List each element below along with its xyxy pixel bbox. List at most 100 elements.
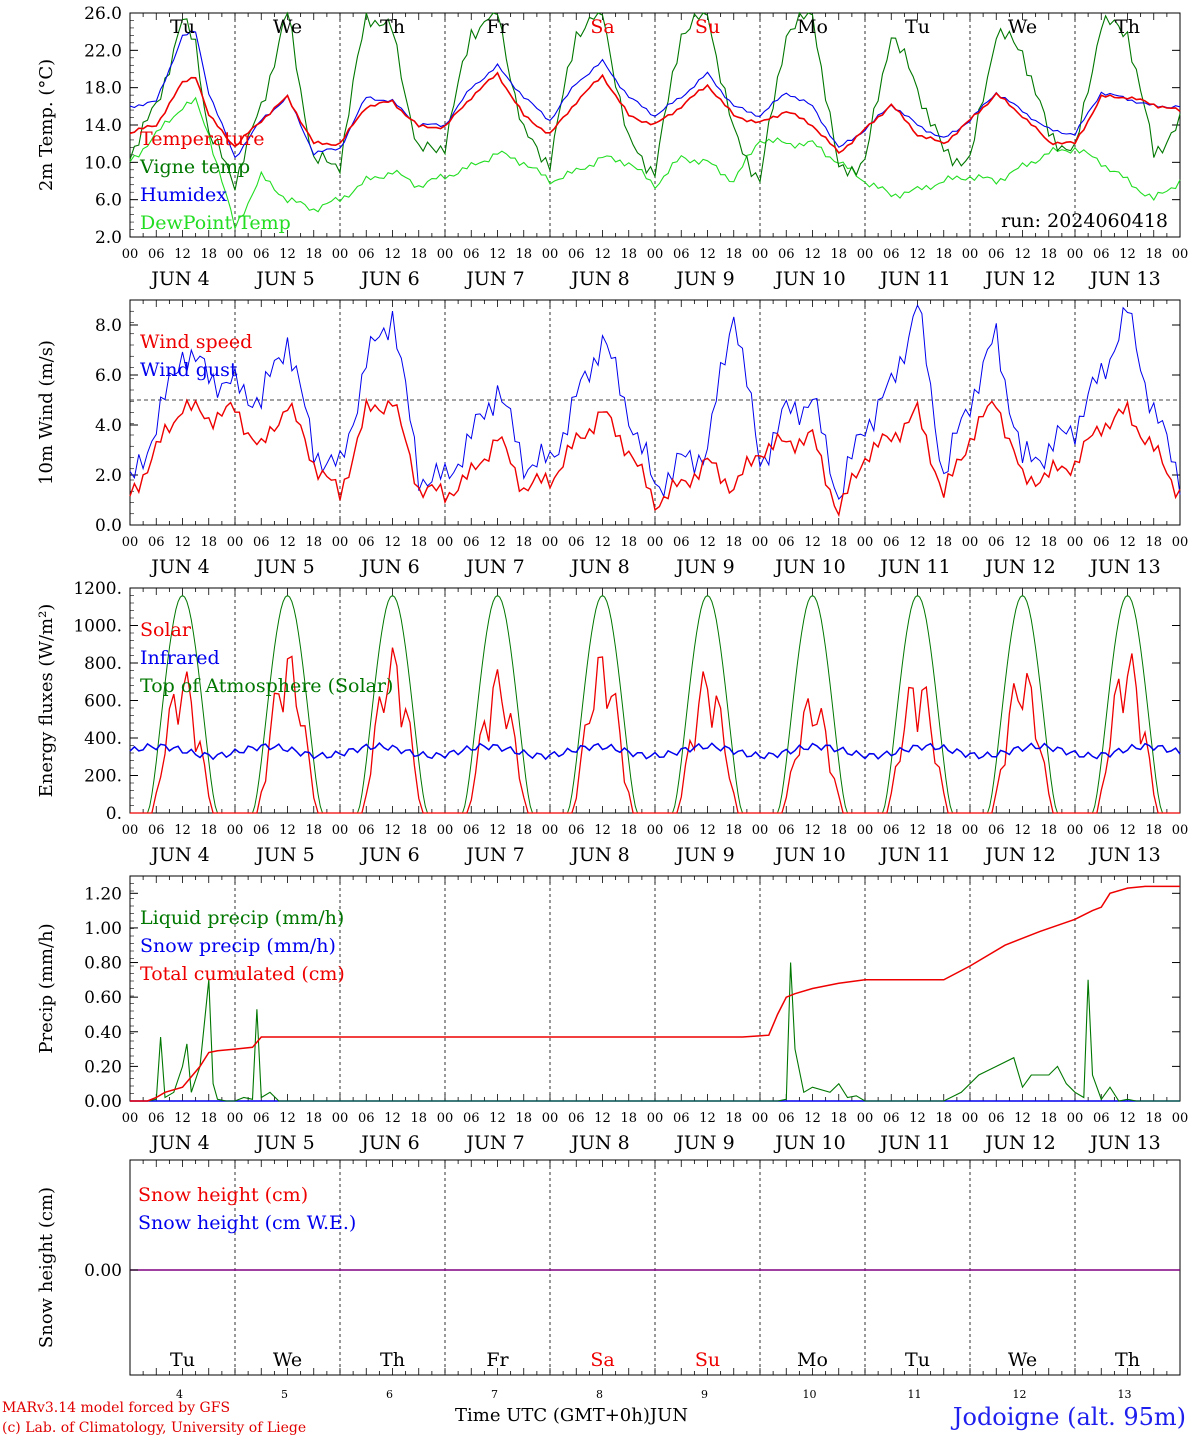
y-tick-label: 8.0: [95, 316, 122, 336]
run-label: run: 2024060418: [1001, 210, 1168, 232]
hour-tick-label: 12: [489, 1111, 506, 1126]
hour-tick-label: 12: [489, 247, 506, 262]
hour-tick-label: 12: [384, 247, 401, 262]
date-label: JUN 10: [773, 1132, 845, 1154]
hour-tick-label: 06: [253, 1111, 270, 1126]
hour-tick-label: 18: [1040, 823, 1057, 838]
hour-tick-label: 00: [857, 1111, 874, 1126]
weekday-label: Fr: [486, 16, 509, 38]
y-tick-label: 1.20: [84, 884, 122, 904]
date-label: JUN 7: [464, 556, 524, 578]
y-axis-label: 10m Wind (m/s): [36, 340, 57, 485]
hour-tick-label: 00: [1067, 1111, 1084, 1126]
date-label: JUN 6: [359, 844, 419, 866]
hour-tick-label: 06: [463, 823, 480, 838]
hour-tick-label: 12: [909, 247, 926, 262]
hour-tick-label: 12: [909, 535, 926, 550]
weekday-label: We: [273, 16, 302, 38]
legend-snow-precip-mm-h-: Snow precip (mm/h): [140, 935, 336, 957]
hour-tick-label: 06: [463, 1111, 480, 1126]
hour-tick-label: 06: [148, 535, 165, 550]
hour-tick-label: 12: [699, 823, 716, 838]
hour-tick-label: 00: [647, 823, 664, 838]
hour-tick-label: 00: [962, 535, 979, 550]
y-tick-label: 4.0: [95, 416, 122, 436]
hour-tick-label: 06: [988, 1111, 1005, 1126]
date-label: JUN 8: [569, 1132, 629, 1154]
hour-tick-label: 06: [358, 823, 375, 838]
hour-tick-label: 06: [778, 535, 795, 550]
legend-wind-gust: Wind gust: [140, 359, 238, 381]
date-label: JUN 13: [1088, 1132, 1160, 1154]
hour-tick-label: 06: [568, 1111, 585, 1126]
hour-tick-label: 18: [620, 1111, 637, 1126]
hour-tick-label: 18: [935, 535, 952, 550]
hour-tick-label: 18: [200, 823, 217, 838]
y-tick-label: 2.0: [95, 466, 122, 486]
hour-tick-label: 00: [962, 247, 979, 262]
date-label: JUN 6: [359, 1132, 419, 1154]
date-label: JUN 10: [773, 556, 845, 578]
y-tick-label: 18.0: [84, 79, 122, 99]
date-label: JUN 8: [569, 556, 629, 578]
hour-tick-label: 00: [1172, 823, 1189, 838]
date-label: JUN 7: [464, 1132, 524, 1154]
weekday-label: Tu: [905, 16, 930, 38]
hour-tick-label: 06: [673, 535, 690, 550]
y-tick-label: 800.: [84, 654, 122, 674]
hour-tick-label: 06: [1093, 247, 1110, 262]
date-label: JUN 5: [254, 1132, 314, 1154]
y-tick-label: 0.0: [95, 516, 122, 536]
hour-tick-label: 06: [463, 535, 480, 550]
date-label: JUN 8: [569, 268, 629, 290]
hour-tick-label: 18: [725, 823, 742, 838]
hour-tick-label: 18: [305, 247, 322, 262]
hour-tick-label: 18: [620, 247, 637, 262]
y-tick-label: 1.00: [84, 919, 122, 939]
hour-tick-label: 00: [752, 247, 769, 262]
hour-tick-label: 12: [594, 1111, 611, 1126]
hour-tick-label: 18: [1040, 535, 1057, 550]
hour-tick-label: 06: [148, 823, 165, 838]
series-line-total-cumulated: [130, 885, 1180, 1102]
hour-tick-label: 12: [804, 1111, 821, 1126]
hour-tick-label: 12: [1119, 1111, 1136, 1126]
hour-tick-label: 18: [410, 823, 427, 838]
y-axis-label: 2m Temp. (°C): [36, 59, 57, 191]
hour-tick-label: 12: [174, 1111, 191, 1126]
series-line-liquid-precip: [130, 962, 1180, 1102]
hour-tick-label: 12: [1119, 823, 1136, 838]
hour-tick-label: 00: [752, 535, 769, 550]
hour-tick-label: 06: [778, 1111, 795, 1126]
hour-tick-label: 06: [1093, 823, 1110, 838]
hour-tick-label: 00: [1172, 1111, 1189, 1126]
weekday-label: Su: [695, 1349, 720, 1371]
y-axis-label: Energy fluxes (W/m²): [36, 604, 57, 798]
hour-tick-label: 18: [200, 1111, 217, 1126]
date-label: JUN 11: [878, 556, 950, 578]
series-line-dewpoint-temp: [129, 96, 1181, 231]
hour-tick-label: 18: [200, 247, 217, 262]
legend-vigne-temp: Vigne temp: [139, 156, 250, 178]
hour-tick-label: 06: [673, 823, 690, 838]
y-tick-label: 6.0: [95, 366, 122, 386]
hour-tick-label: 00: [332, 1111, 349, 1126]
y-tick-label: 14.0: [84, 116, 122, 136]
hour-tick-label: 06: [988, 535, 1005, 550]
date-label: JUN 7: [464, 844, 524, 866]
hour-tick-label: 12: [174, 247, 191, 262]
date-label: JUN 9: [674, 556, 734, 578]
weekday-label: Th: [380, 16, 405, 38]
hour-tick-label: 18: [515, 823, 532, 838]
series-line-wind-speed: [129, 397, 1181, 518]
date-label: JUN 12: [983, 268, 1055, 290]
hour-tick-label: 12: [1119, 535, 1136, 550]
y-axis-label: Precip (mm/h): [36, 923, 57, 1053]
hour-tick-label: 00: [437, 247, 454, 262]
hour-tick-label: 06: [568, 247, 585, 262]
hour-tick-label: 00: [1067, 823, 1084, 838]
y-tick-label: 10.0: [84, 153, 122, 173]
date-label: JUN 10: [773, 268, 845, 290]
hour-tick-label: 06: [988, 247, 1005, 262]
